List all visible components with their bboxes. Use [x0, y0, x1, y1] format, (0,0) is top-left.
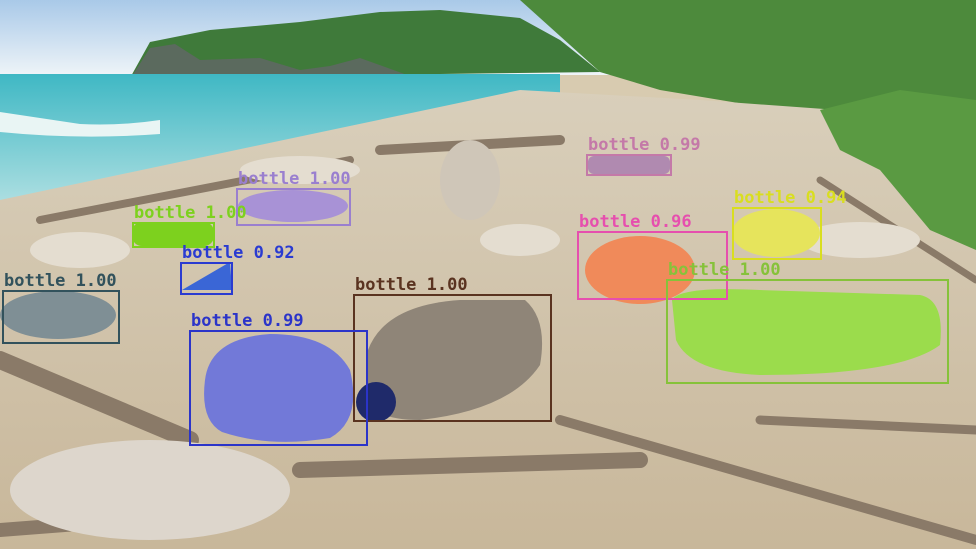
detection-label: bottle 0.94	[734, 188, 847, 208]
bottle-masks	[0, 156, 941, 442]
detection-label: bottle 0.96	[579, 212, 692, 232]
detection-label: bottle 1.00	[134, 203, 247, 223]
hill-right	[520, 0, 976, 120]
detection-box-bottle: bottle 0.94	[732, 188, 847, 260]
detection-box-bottle: bottle 0.96	[577, 212, 728, 300]
detection-box-bottle: bottle 1.00	[2, 271, 120, 344]
detection-box-bottle: bottle 1.00	[666, 260, 949, 384]
rocks	[132, 44, 410, 76]
detection-label: bottle 1.00	[238, 169, 351, 189]
debris	[10, 140, 920, 540]
detection-label: bottle 0.92	[182, 243, 295, 263]
surf	[0, 112, 160, 137]
detection-label: bottle 0.99	[191, 311, 304, 331]
detection-box-bottle: bottle 0.99	[189, 311, 368, 446]
detection-label: bottle 0.99	[588, 135, 701, 155]
detection-box-bottle: bottle 1.00	[236, 169, 351, 226]
detection-box-bottle: bottle 1.00	[132, 203, 247, 248]
detection-box-bottle: bottle 1.00	[353, 275, 552, 422]
detection-box-bottle: bottle 0.92	[180, 243, 295, 295]
detection-label: bottle 1.00	[355, 275, 468, 295]
detection-label: bottle 1.00	[4, 271, 117, 291]
detection-label: bottle 1.00	[668, 260, 781, 280]
detection-box-bottle: bottle 0.99	[586, 135, 701, 176]
vegetation-right	[820, 90, 976, 250]
